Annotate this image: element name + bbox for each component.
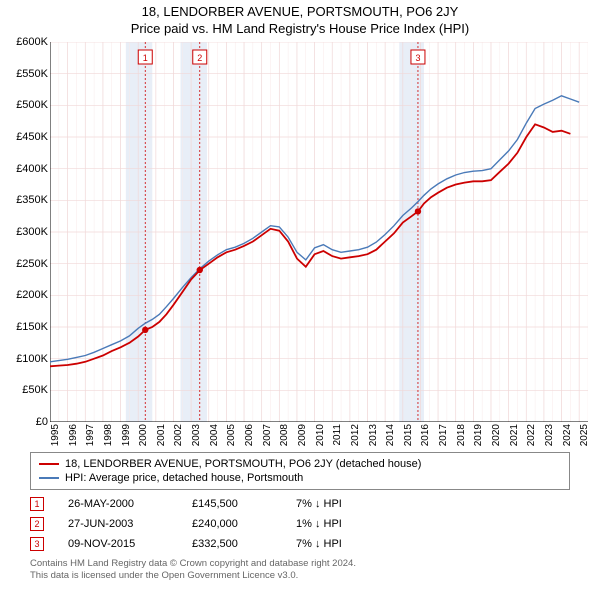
x-tick-label: 2016 <box>420 424 431 446</box>
footer-line-2: This data is licensed under the Open Gov… <box>30 570 570 582</box>
legend-swatch-price-paid <box>39 463 59 465</box>
y-tick-label: £150K <box>2 321 48 333</box>
chart-svg: 1 2 3 <box>50 42 588 422</box>
x-tick-label: 2025 <box>579 424 590 446</box>
marker-row: 1 26-MAY-2000 £145,500 7% ↓ HPI <box>30 494 570 514</box>
x-tick-label: 2005 <box>226 424 237 446</box>
marker-delta: 7% ↓ HPI <box>296 538 396 550</box>
marker-row: 3 09-NOV-2015 £332,500 7% ↓ HPI <box>30 534 570 554</box>
y-tick-label: £500K <box>2 99 48 111</box>
y-tick-label: £100K <box>2 353 48 365</box>
x-tick-label: 2012 <box>350 424 361 446</box>
footer-line-1: Contains HM Land Registry data © Crown c… <box>30 558 570 570</box>
chart-subtitle: Price paid vs. HM Land Registry's House … <box>0 19 600 42</box>
x-tick-label: 2023 <box>544 424 555 446</box>
x-tick-label: 2011 <box>332 424 343 446</box>
x-tick-label: 2009 <box>297 424 308 446</box>
legend-label-hpi: HPI: Average price, detached house, Port… <box>65 472 303 484</box>
x-tick-label: 2007 <box>262 424 273 446</box>
y-tick-label: £600K <box>2 36 48 48</box>
y-tick-label: £350K <box>2 194 48 206</box>
marker-badge: 1 <box>30 497 44 511</box>
marker-delta: 1% ↓ HPI <box>296 518 396 530</box>
marker-price: £240,000 <box>192 518 272 530</box>
x-axis-labels: 1995 1996 1997 1998 1999 2000 2001 2002 2003 2004… <box>50 422 588 450</box>
x-tick-label: 2024 <box>562 424 573 446</box>
markers-table: 1 26-MAY-2000 £145,500 7% ↓ HPI 2 27-JUN-2003… <box>30 494 570 554</box>
x-tick-label: 2006 <box>244 424 255 446</box>
chart-title: 18, LENDORBER AVENUE, PORTSMOUTH, PO6 2J… <box>0 0 600 19</box>
marker-badge: 2 <box>30 517 44 531</box>
x-tick-label: 2002 <box>173 424 184 446</box>
x-tick-label: 1995 <box>50 424 61 446</box>
y-tick-label: £200K <box>2 289 48 301</box>
legend-row-price-paid: 18, LENDORBER AVENUE, PORTSMOUTH, PO6 2J… <box>39 457 561 471</box>
x-tick-label: 2017 <box>438 424 449 446</box>
x-tick-label: 2014 <box>385 424 396 446</box>
x-tick-label: 2003 <box>191 424 202 446</box>
chart-plot-area: £0£50K£100K£150K£200K£250K£300K£350K£400… <box>50 42 588 422</box>
marker-date: 26-MAY-2000 <box>68 498 168 510</box>
x-tick-label: 2004 <box>209 424 220 446</box>
legend-row-hpi: HPI: Average price, detached house, Port… <box>39 471 561 485</box>
marker-price: £332,500 <box>192 538 272 550</box>
x-tick-label: 1997 <box>85 424 96 446</box>
x-tick-label: 2008 <box>279 424 290 446</box>
x-tick-label: 2022 <box>526 424 537 446</box>
x-tick-label: 2018 <box>456 424 467 446</box>
marker-date: 27-JUN-2003 <box>68 518 168 530</box>
y-tick-label: £450K <box>2 131 48 143</box>
legend-box: 18, LENDORBER AVENUE, PORTSMOUTH, PO6 2J… <box>30 452 570 490</box>
x-tick-label: 1999 <box>121 424 132 446</box>
marker-badge: 3 <box>30 537 44 551</box>
legend-label-price-paid: 18, LENDORBER AVENUE, PORTSMOUTH, PO6 2J… <box>65 458 421 470</box>
y-tick-label: £250K <box>2 258 48 270</box>
y-tick-label: £550K <box>2 68 48 80</box>
x-tick-label: 2019 <box>473 424 484 446</box>
y-tick-label: £300K <box>2 226 48 238</box>
x-tick-label: 2013 <box>368 424 379 446</box>
chart-container: 18, LENDORBER AVENUE, PORTSMOUTH, PO6 2J… <box>0 0 600 590</box>
legend-swatch-hpi <box>39 477 59 479</box>
x-tick-label: 2000 <box>138 424 149 446</box>
footer: Contains HM Land Registry data © Crown c… <box>30 558 570 583</box>
svg-text:3: 3 <box>415 53 420 63</box>
y-axis-labels: £0£50K£100K£150K£200K£250K£300K£350K£400… <box>2 42 48 422</box>
marker-delta: 7% ↓ HPI <box>296 498 396 510</box>
x-tick-label: 2015 <box>403 424 414 446</box>
svg-text:2: 2 <box>197 53 202 63</box>
svg-text:1: 1 <box>143 53 148 63</box>
marker-date: 09-NOV-2015 <box>68 538 168 550</box>
marker-row: 2 27-JUN-2003 £240,000 1% ↓ HPI <box>30 514 570 534</box>
x-tick-label: 2010 <box>315 424 326 446</box>
x-tick-label: 1998 <box>103 424 114 446</box>
x-tick-label: 2001 <box>156 424 167 446</box>
y-tick-label: £50K <box>2 384 48 396</box>
marker-price: £145,500 <box>192 498 272 510</box>
x-tick-label: 1996 <box>68 424 79 446</box>
y-tick-label: £0 <box>2 416 48 428</box>
x-tick-label: 2020 <box>491 424 502 446</box>
x-tick-label: 2021 <box>509 424 520 446</box>
y-tick-label: £400K <box>2 163 48 175</box>
